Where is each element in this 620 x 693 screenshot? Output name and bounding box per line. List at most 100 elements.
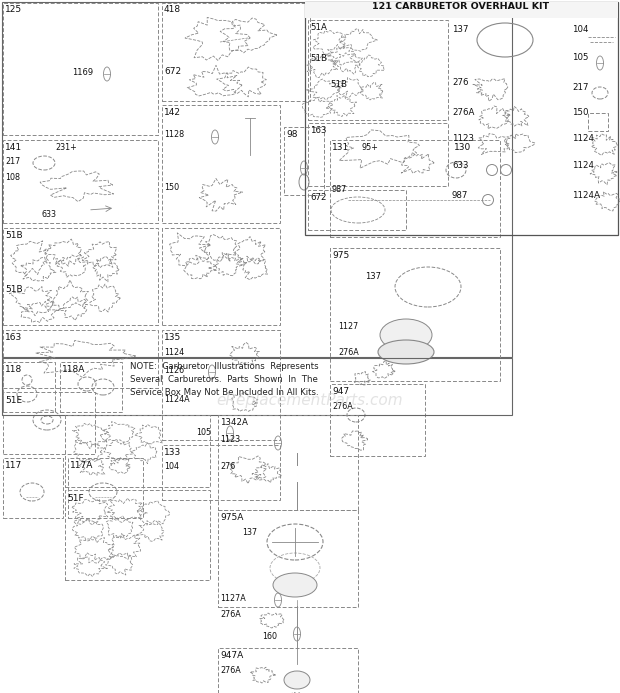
Text: 276A: 276A — [220, 666, 241, 675]
Bar — [162, 445, 280, 500]
Text: 987: 987 — [452, 191, 468, 200]
Text: 142: 142 — [164, 108, 181, 117]
Text: 51B: 51B — [5, 285, 22, 294]
Text: 1123: 1123 — [220, 435, 240, 444]
Text: 130: 130 — [454, 143, 471, 152]
Text: 117: 117 — [5, 461, 22, 470]
Bar — [330, 248, 500, 381]
Text: 276A: 276A — [338, 348, 359, 357]
Text: 975: 975 — [332, 251, 349, 260]
Bar — [218, 510, 358, 607]
Text: 276A: 276A — [452, 108, 474, 117]
Text: 1124: 1124 — [164, 348, 184, 357]
Text: 163: 163 — [5, 333, 22, 342]
Text: 1124A: 1124A — [572, 191, 600, 200]
Text: 418: 418 — [164, 5, 181, 14]
Text: 987: 987 — [332, 185, 347, 194]
Text: 118A: 118A — [62, 365, 86, 374]
Ellipse shape — [284, 671, 310, 689]
Text: 51E: 51E — [5, 396, 22, 405]
Text: 276A: 276A — [220, 610, 241, 619]
Text: 137: 137 — [452, 25, 469, 34]
Text: 1126: 1126 — [164, 366, 184, 375]
Bar — [162, 105, 280, 223]
Bar — [3, 3, 158, 135]
Text: 141: 141 — [5, 143, 22, 152]
Text: 51F: 51F — [67, 494, 84, 503]
Bar — [308, 123, 448, 186]
Text: 51B: 51B — [310, 54, 327, 63]
Text: 137: 137 — [365, 272, 381, 281]
Text: eReplacementParts.com: eReplacementParts.com — [216, 392, 404, 407]
Bar — [588, 113, 608, 131]
Text: 276: 276 — [452, 78, 469, 87]
Text: 1128: 1128 — [164, 130, 184, 139]
Text: 105: 105 — [572, 53, 588, 62]
Bar — [308, 190, 406, 230]
Text: 231+: 231+ — [55, 143, 77, 152]
Text: 104: 104 — [164, 462, 179, 471]
Text: 51B: 51B — [5, 231, 22, 240]
Text: 947A: 947A — [220, 651, 243, 660]
Bar — [2, 358, 512, 415]
Text: 1127: 1127 — [338, 322, 358, 331]
Bar — [65, 490, 210, 580]
Text: 131: 131 — [332, 143, 349, 152]
Text: 672: 672 — [310, 193, 327, 202]
Text: 108: 108 — [5, 173, 20, 182]
Bar — [162, 3, 310, 101]
Text: 672: 672 — [164, 67, 181, 76]
Bar — [3, 140, 158, 223]
Text: 1123: 1123 — [452, 134, 474, 143]
Text: NOTE:  Carburetor  Illustrations  Represents
Several  Carburetors.  Parts  Shown: NOTE: Carburetor Illustrations Represent… — [130, 362, 319, 397]
Text: 163: 163 — [310, 126, 327, 135]
Bar — [305, 2, 618, 235]
Bar — [3, 458, 63, 518]
Text: 1342A: 1342A — [220, 418, 248, 427]
Bar — [218, 648, 358, 693]
Text: 633: 633 — [452, 161, 469, 170]
Text: 975A: 975A — [220, 513, 244, 522]
Text: 217: 217 — [5, 157, 20, 166]
Bar — [305, 2, 618, 18]
Bar — [3, 228, 158, 325]
Text: 160: 160 — [262, 632, 277, 641]
Text: 137: 137 — [242, 528, 257, 537]
Bar — [3, 392, 95, 454]
Bar — [3, 330, 158, 388]
Text: 105: 105 — [196, 428, 211, 437]
Text: 150: 150 — [572, 108, 588, 117]
Text: 633: 633 — [42, 210, 57, 219]
Text: 276: 276 — [220, 462, 235, 471]
Text: 217: 217 — [572, 83, 588, 92]
Text: 118: 118 — [5, 365, 22, 374]
Bar — [60, 362, 122, 412]
Text: 150: 150 — [164, 183, 179, 192]
Ellipse shape — [273, 573, 317, 597]
Text: 117A: 117A — [70, 461, 94, 470]
Text: 276A: 276A — [332, 402, 353, 411]
Text: 51A: 51A — [310, 23, 327, 32]
Ellipse shape — [380, 319, 432, 351]
Text: 1124: 1124 — [572, 161, 594, 170]
Ellipse shape — [378, 340, 434, 364]
Bar — [3, 362, 55, 412]
Bar — [218, 415, 358, 510]
Bar — [330, 384, 425, 456]
Text: 51B: 51B — [330, 80, 347, 89]
Text: 133: 133 — [164, 448, 181, 457]
Text: 98: 98 — [286, 130, 298, 139]
Text: 947: 947 — [332, 387, 349, 396]
Text: 135: 135 — [164, 333, 181, 342]
Text: 1169: 1169 — [72, 68, 93, 77]
Bar — [308, 20, 448, 120]
Text: 121 CARBURETOR OVERHAUL KIT: 121 CARBURETOR OVERHAUL KIT — [373, 2, 549, 11]
Bar — [162, 330, 280, 440]
Bar — [68, 458, 143, 518]
Text: 1124A: 1124A — [164, 395, 190, 404]
Text: 1127A: 1127A — [220, 594, 246, 603]
Text: 1124: 1124 — [572, 134, 594, 143]
Bar — [65, 415, 210, 487]
Text: 95+: 95+ — [362, 143, 379, 152]
Bar — [284, 127, 324, 195]
